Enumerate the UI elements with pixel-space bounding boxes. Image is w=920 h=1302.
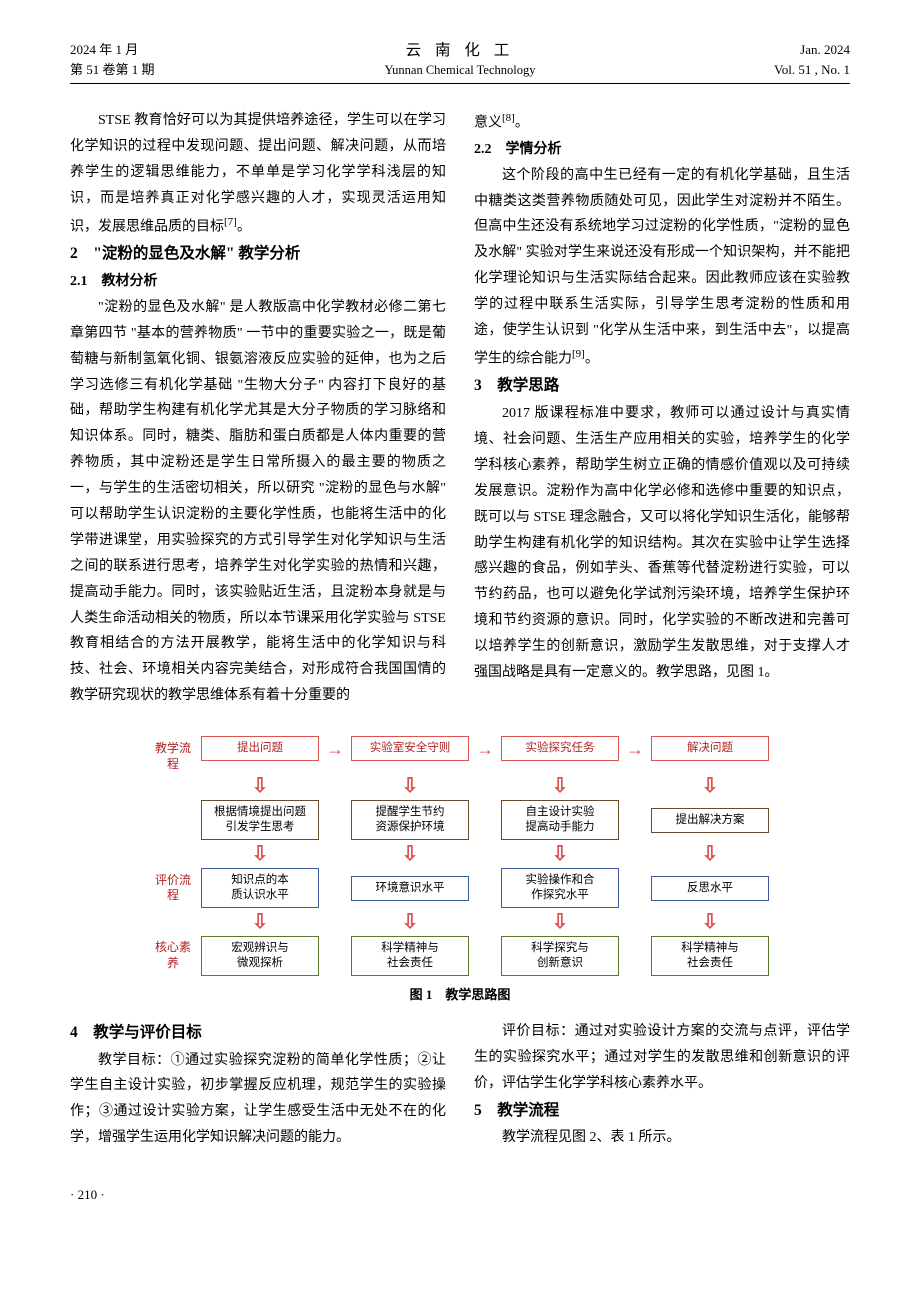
heading-section-2: 2 "淀粉的显色及水解" 教学分析 <box>70 240 446 269</box>
heading-section-5: 5 教学流程 <box>474 1097 850 1126</box>
citation-8: [8] <box>502 112 515 124</box>
text: 这个阶段的高中生已经有一定的有机化学基础，且生活中糖类这类营养物质随处可见，因此… <box>474 168 850 367</box>
flow-node: 科学精神与 社会责任 <box>351 936 469 976</box>
paragraph-2-1: "淀粉的显色及水解" 是人教版高中化学教材必修二第七章第四节 "基本的营养物质"… <box>70 295 446 709</box>
flow-node: 提出问题 <box>201 736 319 761</box>
flow-row-core: 核心素养 宏观辨识与 微观探析 科学精神与 社会责任 科学探究与 创新意识 科学… <box>70 936 850 976</box>
flow-node: 反思水平 <box>651 876 769 901</box>
flow-node: 实验操作和合 作探究水平 <box>501 868 619 908</box>
arrow-down-icon: ⇩ <box>651 776 769 796</box>
flow-node: 实验室安全守则 <box>351 736 469 761</box>
paragraph-5: 教学流程见图 2、表 1 所示。 <box>474 1125 850 1151</box>
arrow-down-icon: ⇩ <box>351 912 469 932</box>
header-center: 云 南 化 工 Yunnan Chemical Technology <box>385 40 536 79</box>
arrow-down-icon: ⇩ <box>651 912 769 932</box>
header-date-en: Jan. 2024 <box>690 40 850 60</box>
flow-label-core: 核心素养 <box>151 940 195 971</box>
arrow-right-icon: → <box>325 740 345 758</box>
flow-node: 自主设计实验 提高动手能力 <box>501 800 619 840</box>
paragraph-2-2: 这个阶段的高中生已经有一定的有机化学基础，且生活中糖类这类营养物质随处可见，因此… <box>474 163 850 373</box>
flow-label-eval: 评价流程 <box>151 873 195 904</box>
flow-label-teach: 教学流程 <box>151 741 195 772</box>
flow-node: 科学精神与 社会责任 <box>651 936 769 976</box>
flow-arrows-down: ⇩ ⇩ ⇩ ⇩ <box>70 844 850 864</box>
header-left: 2024 年 1 月 第 51 卷第 1 期 <box>70 40 230 79</box>
heading-2-2: 2.2 学情分析 <box>474 137 850 163</box>
paragraph-intro: STSE 教育恰好可以为其提供培养途径，学生可以在学习化学知识的过程中发现问题、… <box>70 108 446 240</box>
citation-9: [9] <box>572 348 585 360</box>
flow-row-eval: 评价流程 知识点的本 质认识水平 环境意识水平 实验操作和合 作探究水平 反思水… <box>70 868 850 908</box>
flow-node: 知识点的本 质认识水平 <box>201 868 319 908</box>
arrow-right-icon: → <box>475 740 495 758</box>
page-header: 2024 年 1 月 第 51 卷第 1 期 云 南 化 工 Yunnan Ch… <box>70 40 850 84</box>
journal-title-en: Yunnan Chemical Technology <box>385 62 536 80</box>
flow-node: 根据情境提出问题 引发学生思考 <box>201 800 319 840</box>
body-columns: STSE 教育恰好可以为其提供培养途径，学生可以在学习化学知识的过程中发现问题、… <box>70 108 850 709</box>
page-number: · 210 · <box>70 1187 850 1203</box>
below-columns: 4 教学与评价目标 教学目标：①通过实验探究淀粉的简单化学性质；②让学生自主设计… <box>70 1019 850 1151</box>
arrow-down-icon: ⇩ <box>351 844 469 864</box>
flow-arrows-down: ⇩ ⇩ ⇩ ⇩ <box>70 912 850 932</box>
text: 。 <box>237 219 251 234</box>
flow-node: 实验探究任务 <box>501 736 619 761</box>
figure-caption: 图 1 教学思路图 <box>70 984 850 1003</box>
arrow-down-icon: ⇩ <box>201 844 319 864</box>
flow-node: 提出解决方案 <box>651 808 769 833</box>
paragraph-4b: 评价目标：通过对实验设计方案的交流与点评，评估学生的实验探究水平；通过对学生的发… <box>474 1019 850 1097</box>
arrow-down-icon: ⇩ <box>351 776 469 796</box>
flow-node: 解决问题 <box>651 736 769 761</box>
text: STSE 教育恰好可以为其提供培养途径，学生可以在学习化学知识的过程中发现问题、… <box>70 113 446 234</box>
header-date-cn: 2024 年 1 月 <box>70 40 230 60</box>
text: 意义 <box>474 116 502 131</box>
heading-section-4: 4 教学与评价目标 <box>70 1019 446 1048</box>
paragraph-3: 2017 版课程标准中要求，教师可以通过设计与真实情境、社会问题、生活生产应用相… <box>474 401 850 686</box>
flow-node: 环境意识水平 <box>351 876 469 901</box>
heading-section-3: 3 教学思路 <box>474 372 850 401</box>
flow-node: 科学探究与 创新意识 <box>501 936 619 976</box>
header-right: Jan. 2024 Vol. 51 , No. 1 <box>690 40 850 79</box>
arrow-down-icon: ⇩ <box>201 912 319 932</box>
flowchart: 教学流程 提出问题 → 实验室安全守则 → 实验探究任务 → 解决问题 ⇩ ⇩ … <box>70 725 850 976</box>
flow-row-teach-top: 教学流程 提出问题 → 实验室安全守则 → 实验探究任务 → 解决问题 <box>70 725 850 772</box>
citation-7: [7] <box>224 216 237 228</box>
journal-title-cn: 云 南 化 工 <box>385 40 536 62</box>
arrow-down-icon: ⇩ <box>201 776 319 796</box>
arrow-down-icon: ⇩ <box>651 844 769 864</box>
header-volume-en: Vol. 51 , No. 1 <box>690 60 850 80</box>
flow-arrows-down: ⇩ ⇩ ⇩ ⇩ <box>70 776 850 796</box>
arrow-down-icon: ⇩ <box>501 776 619 796</box>
text: 。 <box>585 352 599 367</box>
arrow-right-icon: → <box>625 740 645 758</box>
flow-row-teach-bottom: 根据情境提出问题 引发学生思考 提醒学生节约 资源保护环境 自主设计实验 提高动… <box>70 800 850 840</box>
heading-2-1: 2.1 教材分析 <box>70 269 446 295</box>
arrow-down-icon: ⇩ <box>501 844 619 864</box>
paragraph-4a: 教学目标：①通过实验探究淀粉的简单化学性质；②让学生自主设计实验，初步掌握反应机… <box>70 1048 446 1152</box>
header-volume-cn: 第 51 卷第 1 期 <box>70 60 230 80</box>
text: 教学流程 <box>155 741 191 771</box>
arrow-down-icon: ⇩ <box>501 912 619 932</box>
flow-node: 提醒学生节约 资源保护环境 <box>351 800 469 840</box>
text: 。 <box>515 116 529 131</box>
figure-1: 教学流程 提出问题 → 实验室安全守则 → 实验探究任务 → 解决问题 ⇩ ⇩ … <box>70 721 850 1003</box>
paragraph-2-1-cont: 意义[8]。 <box>474 108 850 137</box>
flow-node: 宏观辨识与 微观探析 <box>201 936 319 976</box>
